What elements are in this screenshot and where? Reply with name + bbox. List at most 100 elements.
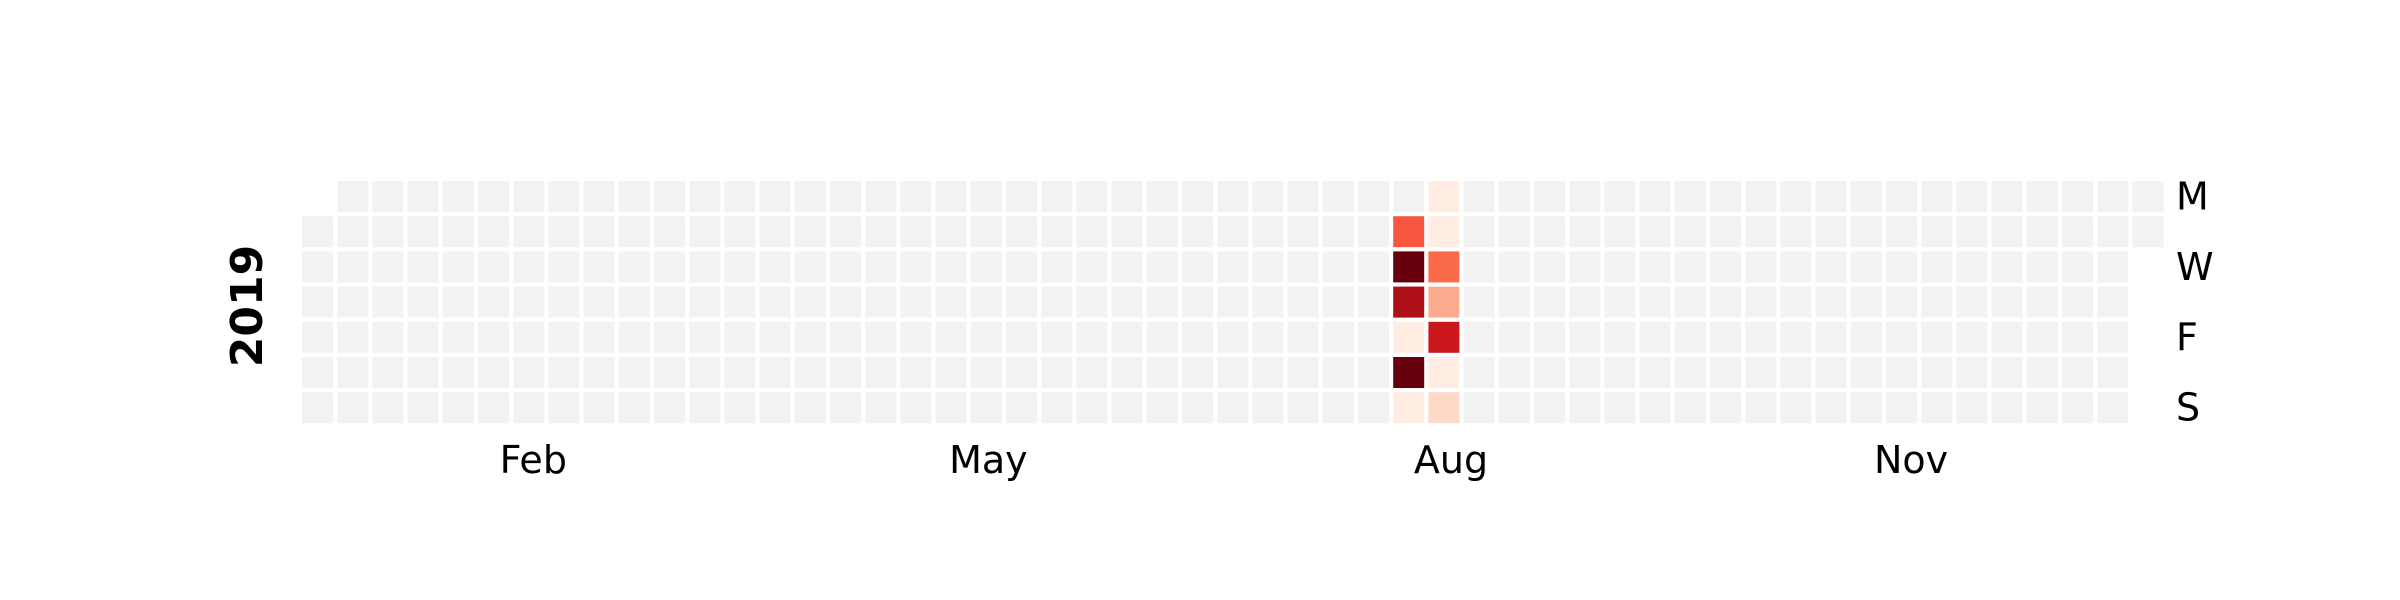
day-cell [1604, 321, 1636, 353]
day-cell [1322, 251, 1354, 283]
day-cell [1886, 251, 1917, 283]
day-cell [1393, 181, 1425, 212]
day-cell [1182, 392, 1213, 424]
day-cell [830, 392, 861, 424]
day-cell [407, 321, 439, 353]
day-cell [1041, 321, 1073, 353]
day-cell [1393, 286, 1425, 318]
day-cell [1815, 216, 1847, 248]
day-cell [1076, 392, 1108, 424]
day-cell [2062, 392, 2093, 424]
weekday-tick-label: F [2176, 315, 2198, 359]
day-cell [1393, 392, 1425, 424]
day-cell [513, 392, 545, 424]
day-cell [689, 321, 721, 353]
day-cell [513, 216, 545, 248]
day-cell [548, 286, 580, 318]
day-cell [618, 286, 650, 318]
day-cell [1710, 357, 1741, 388]
day-cell [548, 357, 580, 388]
day-cell [583, 216, 615, 248]
day-cell [1217, 216, 1249, 248]
day-cell [548, 216, 580, 248]
day-cell [1639, 181, 1671, 212]
day-cell [1428, 321, 1460, 353]
day-cell [1498, 392, 1530, 424]
day-cell [1710, 251, 1741, 283]
day-cell [1111, 321, 1143, 353]
month-tick-label: May [949, 438, 1028, 482]
day-cell [1182, 216, 1213, 248]
day-cell [407, 392, 439, 424]
day-cell [407, 181, 439, 212]
day-cell [1358, 216, 1389, 248]
day-cell [548, 321, 580, 353]
day-cell [1674, 286, 1706, 318]
month-tick-label: Nov [1874, 438, 1948, 482]
day-cell [1921, 321, 1953, 353]
day-cell [865, 357, 897, 388]
day-cell [1639, 216, 1671, 248]
day-cell [1252, 286, 1284, 318]
day-cell [865, 216, 897, 248]
day-cell [830, 251, 861, 283]
day-cell [724, 286, 756, 318]
day-cell [724, 181, 756, 212]
day-cell [1639, 321, 1671, 353]
day-cell [1674, 251, 1706, 283]
day-cell [478, 286, 509, 318]
day-cell [1710, 181, 1741, 212]
day-cell [478, 357, 509, 388]
day-cell [618, 181, 650, 212]
day-cell [1358, 251, 1389, 283]
day-cell [372, 392, 404, 424]
day-cell [1569, 392, 1601, 424]
day-cell [1956, 321, 1988, 353]
day-cell [1956, 357, 1988, 388]
day-cell [1322, 216, 1354, 248]
day-cell [865, 286, 897, 318]
day-cell [1428, 181, 1460, 212]
day-cell [442, 321, 474, 353]
day-cell [1710, 392, 1741, 424]
day-cell [865, 251, 897, 283]
day-cell [724, 251, 756, 283]
day-cell [970, 357, 1002, 388]
day-cell [1041, 216, 1073, 248]
day-cell [513, 321, 545, 353]
day-cell [583, 392, 615, 424]
day-cell [1041, 392, 1073, 424]
day-cell [1569, 357, 1601, 388]
day-cell [2097, 251, 2129, 283]
day-cell [583, 181, 615, 212]
day-cell [442, 181, 474, 212]
weekday-tick-label: W [2176, 245, 2214, 289]
day-cell [1745, 392, 1777, 424]
day-cell [2062, 216, 2093, 248]
day-cell [1850, 251, 1882, 283]
day-cell [1252, 251, 1284, 283]
day-cell [442, 357, 474, 388]
weekday-tick-label: S [2176, 386, 2200, 430]
day-cell [583, 251, 615, 283]
day-cell [2097, 216, 2129, 248]
day-cell [689, 181, 721, 212]
day-cell [2132, 181, 2164, 212]
day-cell [1041, 251, 1073, 283]
day-cell [2062, 357, 2093, 388]
day-cell [2062, 321, 2093, 353]
day-cell [970, 286, 1002, 318]
day-cell [1146, 286, 1178, 318]
day-cell [830, 216, 861, 248]
day-cell [1921, 181, 1953, 212]
day-cell [1674, 357, 1706, 388]
day-cell [1780, 357, 1812, 388]
day-cell [794, 181, 826, 212]
day-cell [1780, 216, 1812, 248]
day-cell [1006, 392, 1037, 424]
day-cell [1428, 357, 1460, 388]
day-cell [372, 251, 404, 283]
day-cell [1006, 181, 1037, 212]
day-cell [1287, 181, 1319, 212]
